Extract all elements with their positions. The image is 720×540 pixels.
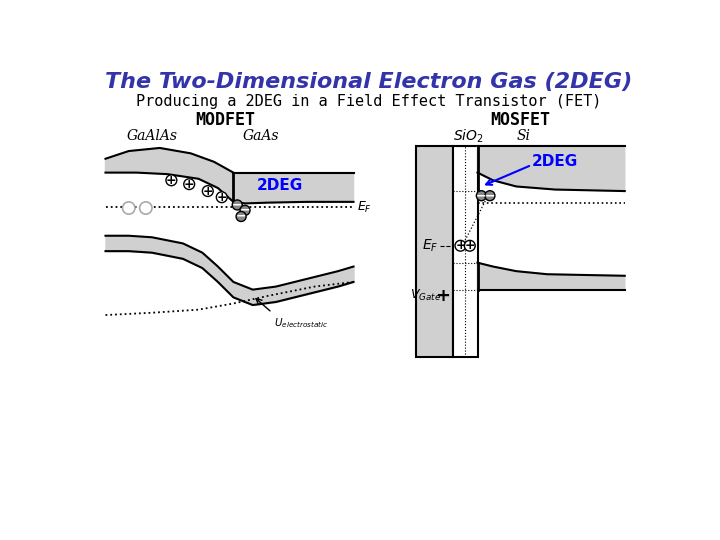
Text: $E_F$: $E_F$ bbox=[422, 238, 438, 254]
Text: +: + bbox=[184, 178, 194, 191]
Text: −: − bbox=[485, 189, 495, 202]
Text: The Two-Dimensional Electron Gas (2DEG): The Two-Dimensional Electron Gas (2DEG) bbox=[105, 72, 633, 92]
Text: MODFET: MODFET bbox=[196, 111, 256, 129]
Circle shape bbox=[477, 191, 487, 201]
Text: −: − bbox=[476, 189, 487, 202]
Text: +: + bbox=[202, 185, 213, 198]
Polygon shape bbox=[106, 148, 233, 202]
Text: −: − bbox=[240, 204, 251, 217]
Text: −: − bbox=[232, 198, 243, 212]
Text: Si: Si bbox=[517, 130, 531, 144]
Bar bbox=[453, 146, 477, 357]
Text: +: + bbox=[217, 191, 227, 204]
Text: GaAlAs: GaAlAs bbox=[127, 130, 178, 144]
Text: 2DEG: 2DEG bbox=[256, 178, 303, 193]
Text: +: + bbox=[455, 239, 466, 252]
Polygon shape bbox=[477, 262, 625, 289]
Text: +: + bbox=[464, 239, 475, 252]
Circle shape bbox=[485, 191, 495, 201]
Circle shape bbox=[184, 179, 194, 190]
Bar bbox=[415, 146, 453, 357]
Text: +: + bbox=[166, 174, 176, 187]
Circle shape bbox=[122, 202, 135, 214]
Circle shape bbox=[240, 205, 250, 215]
Circle shape bbox=[216, 192, 228, 202]
Circle shape bbox=[455, 240, 466, 251]
Circle shape bbox=[166, 175, 177, 186]
Polygon shape bbox=[233, 173, 354, 204]
Text: $SiO_2$: $SiO_2$ bbox=[453, 128, 484, 145]
Text: $U_{electrostatic}$: $U_{electrostatic}$ bbox=[274, 316, 329, 329]
Polygon shape bbox=[477, 146, 625, 191]
Circle shape bbox=[464, 240, 475, 251]
Text: GaAs: GaAs bbox=[242, 130, 279, 144]
Text: +: + bbox=[435, 287, 450, 305]
Circle shape bbox=[202, 186, 213, 197]
Text: 2DEG: 2DEG bbox=[532, 153, 578, 168]
Text: Producing a 2DEG in a Field Effect Transistor (FET): Producing a 2DEG in a Field Effect Trans… bbox=[136, 94, 602, 109]
Text: −: − bbox=[236, 210, 246, 223]
Text: $E_F$: $E_F$ bbox=[357, 200, 372, 215]
Circle shape bbox=[233, 200, 243, 210]
Circle shape bbox=[236, 212, 246, 221]
Text: MOSFET: MOSFET bbox=[490, 111, 550, 129]
Circle shape bbox=[140, 202, 152, 214]
Text: $V_{Gate}$: $V_{Gate}$ bbox=[410, 288, 441, 303]
